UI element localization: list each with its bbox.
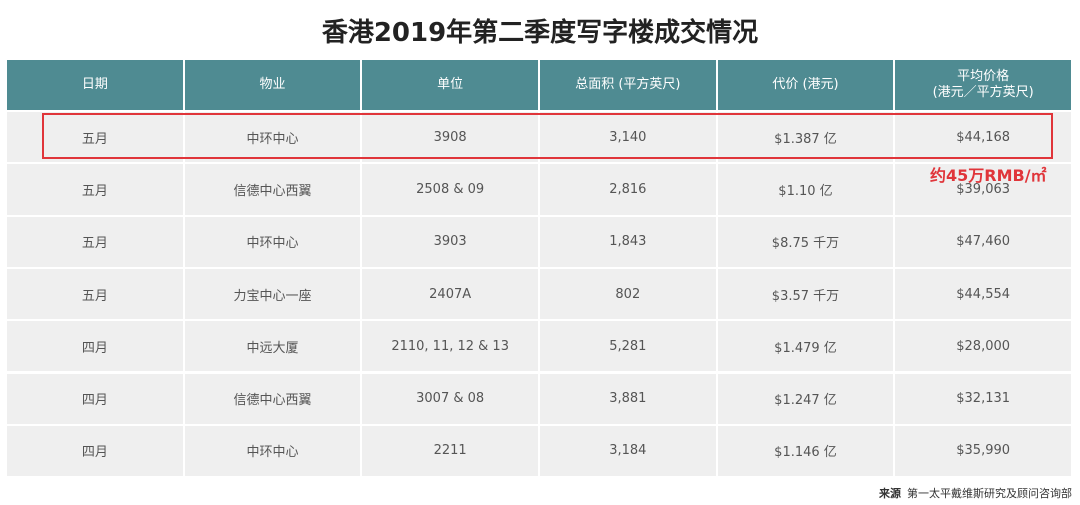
table-cell: 中环中心 [184, 112, 361, 163]
header-cell: 代价 (港元) [717, 60, 894, 110]
table-cell: 3,140 [540, 112, 716, 163]
table-cell: 中远大厦 [184, 321, 361, 372]
title: 香港2019年第二季度写字楼成交情况 [321, 18, 759, 48]
table-cell: $1.146 亿 [717, 425, 894, 477]
highlight-box [42, 113, 1053, 159]
header-text: 物业 [259, 77, 286, 92]
table-cell: 力宝中心一座 [184, 268, 361, 320]
header-text: 单位 [437, 77, 464, 92]
table-cell: $1.479 亿 [717, 321, 894, 372]
table-cell: $35,990 [895, 425, 1071, 477]
header-cell: 平均价格 (港元／平方英尺) [895, 60, 1071, 110]
table-cell: $44,554 [895, 268, 1071, 320]
table-cell: $1.10 亿 [717, 164, 894, 215]
header-cell: 物业 [184, 60, 361, 110]
table-cell: $32,131 [895, 373, 1071, 424]
table-cell: 2,816 [540, 164, 716, 215]
header-cell: 总面积 (平方英尺) [540, 60, 716, 110]
table-cell: 五月 [7, 268, 183, 320]
table-cell: 3,881 [540, 373, 716, 424]
table-cell: 3903 [362, 216, 538, 267]
header-cell: 单位 [362, 60, 538, 110]
table-cell: 2211 [362, 425, 538, 477]
table-cell: 1,843 [540, 216, 716, 267]
source-text: 第一太平戴维斯研究及顾问咨询部 [907, 487, 1072, 500]
table-cell: $39,063 [895, 164, 1071, 215]
table-cell: $47,460 [895, 216, 1071, 267]
table-cell: 五月 [7, 216, 183, 267]
header-text: (港元／平方英尺) [932, 85, 1034, 100]
header-cell: 日期 [7, 60, 183, 110]
header-text: 代价 (港元) [772, 77, 839, 92]
table-cell: 五月 [7, 164, 183, 215]
header-text: 日期 [81, 77, 108, 92]
table-cell: 2508 & 09 [362, 164, 538, 215]
header-text: 总面积 (平方英尺) [575, 77, 681, 92]
table-cell: 四月 [7, 373, 183, 424]
table-cell: 802 [540, 268, 716, 320]
table-cell: 3007 & 08 [362, 373, 538, 424]
table-cell: 四月 [7, 321, 183, 372]
table-cell: $8.75 千万 [717, 216, 894, 267]
table-cell: 2407A [362, 268, 538, 320]
table-cell: 四月 [7, 425, 183, 477]
source: 来源 第一太平戴维斯研究及顾问咨询部 [879, 485, 1072, 501]
table-cell: 五月 [7, 112, 183, 163]
annotation: 约45万RMB/㎡ [930, 166, 1047, 185]
table-cell: 中环中心 [184, 425, 361, 477]
table-cell: $1.247 亿 [717, 373, 894, 424]
header-text: 平均价格 [957, 69, 1010, 84]
source-label: 来源 [879, 487, 901, 500]
table-cell: $44,168 [895, 112, 1071, 163]
table-cell: 中环中心 [184, 216, 361, 267]
table-cell: $28,000 [895, 321, 1071, 372]
table-cell: 3908 [362, 112, 538, 163]
table-cell: 2110, 11, 12 & 13 [362, 321, 538, 372]
table-cell: $1.387 亿 [717, 112, 894, 163]
table-cell: 信德中心西翼 [184, 164, 361, 215]
table-cell: 3,184 [540, 425, 716, 477]
table-cell: 信德中心西翼 [184, 373, 361, 424]
table-cell: 5,281 [540, 321, 716, 372]
table-cell: $3.57 千万 [717, 268, 894, 320]
